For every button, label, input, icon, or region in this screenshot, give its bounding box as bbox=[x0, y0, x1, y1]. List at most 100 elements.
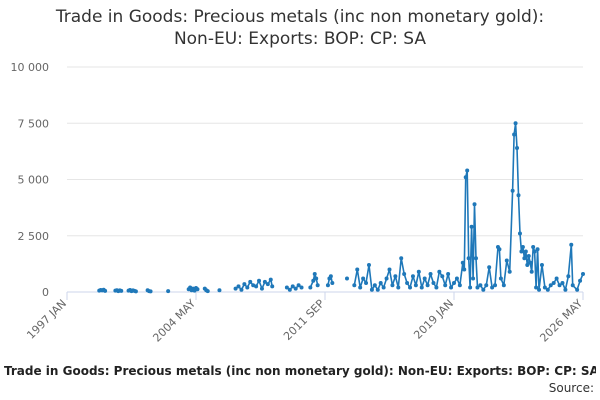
data-point bbox=[402, 272, 407, 276]
data-point bbox=[551, 281, 556, 285]
data-point bbox=[515, 146, 520, 150]
data-point bbox=[358, 285, 363, 290]
data-point bbox=[526, 254, 531, 258]
data-point bbox=[534, 285, 539, 290]
x-tick-label: 2019 JAN bbox=[411, 297, 456, 342]
data-point bbox=[262, 279, 267, 284]
data-point bbox=[542, 285, 547, 290]
y-tick-label: 2 500 bbox=[18, 230, 50, 243]
data-point bbox=[465, 168, 470, 173]
data-point bbox=[248, 279, 253, 284]
data-point bbox=[293, 286, 298, 291]
data-point bbox=[475, 285, 480, 290]
data-point bbox=[378, 281, 383, 285]
data-point bbox=[217, 288, 222, 293]
data-point bbox=[239, 287, 244, 292]
data-point bbox=[328, 274, 333, 279]
data-point bbox=[578, 278, 583, 283]
data-point bbox=[468, 285, 473, 290]
data-point bbox=[284, 285, 289, 290]
data-point bbox=[537, 287, 542, 292]
data-point bbox=[355, 267, 360, 272]
data-point bbox=[446, 272, 451, 276]
data-point bbox=[364, 281, 369, 285]
data-point bbox=[166, 289, 171, 294]
data-point bbox=[520, 245, 525, 249]
data-point bbox=[563, 287, 568, 292]
data-point bbox=[344, 276, 349, 281]
data-point bbox=[557, 283, 562, 288]
data-point bbox=[422, 276, 427, 281]
chart: 0 2 500 5 000 7 500 10 000 1997 JAN 2004 MAY 20… bbox=[11, 61, 586, 345]
data-point bbox=[399, 256, 404, 261]
y-tick-label: 10 000 bbox=[11, 61, 50, 74]
data-point bbox=[270, 284, 275, 289]
data-point bbox=[452, 281, 456, 285]
data-point bbox=[287, 287, 292, 292]
data-point bbox=[103, 288, 108, 293]
data-point bbox=[519, 249, 524, 254]
data-point bbox=[315, 283, 320, 288]
data-point bbox=[501, 283, 506, 288]
data-point bbox=[133, 289, 138, 294]
chart-title: Trade in Goods: Precious metals (inc non… bbox=[55, 7, 545, 49]
data-point bbox=[290, 284, 295, 289]
series-line bbox=[98, 122, 584, 293]
data-point bbox=[560, 281, 565, 285]
data-point bbox=[484, 283, 489, 288]
data-point bbox=[512, 132, 517, 137]
data-point bbox=[457, 283, 462, 288]
data-point bbox=[570, 283, 575, 288]
data-point bbox=[381, 285, 386, 290]
data-point bbox=[372, 283, 377, 288]
data-point bbox=[393, 274, 398, 279]
data-point bbox=[437, 269, 442, 274]
footer-title: Trade in Goods: Precious metals (inc non… bbox=[4, 364, 596, 378]
data-point bbox=[119, 288, 124, 293]
data-point bbox=[396, 285, 401, 290]
data-point bbox=[575, 287, 580, 292]
data-point bbox=[516, 193, 521, 198]
data-point bbox=[205, 289, 210, 294]
data-point bbox=[487, 265, 492, 270]
data-point bbox=[510, 188, 515, 193]
data-point bbox=[545, 287, 550, 292]
data-point bbox=[259, 286, 264, 291]
data-point bbox=[384, 276, 389, 281]
data-point bbox=[425, 283, 430, 288]
data-point bbox=[440, 274, 445, 279]
data-point bbox=[236, 284, 241, 289]
data-point bbox=[532, 249, 537, 254]
data-point bbox=[254, 284, 259, 289]
data-point bbox=[504, 258, 509, 263]
data-point bbox=[473, 256, 478, 261]
data-point bbox=[566, 274, 571, 279]
data-point bbox=[497, 247, 502, 252]
data-point bbox=[330, 281, 335, 285]
data-point bbox=[375, 287, 380, 292]
data-point bbox=[554, 276, 559, 281]
data-point bbox=[366, 263, 371, 267]
x-tick-label: 2011 SEP bbox=[281, 297, 327, 343]
y-tick-label: 5 000 bbox=[18, 174, 50, 187]
data-point bbox=[428, 272, 433, 276]
source-label: Source: bbox=[548, 381, 594, 395]
data-point bbox=[472, 202, 477, 207]
data-point bbox=[523, 249, 528, 254]
data-point bbox=[522, 256, 527, 261]
data-point bbox=[525, 263, 530, 267]
data-point bbox=[463, 175, 468, 180]
data-point bbox=[405, 281, 410, 285]
data-point bbox=[531, 245, 536, 249]
data-point bbox=[265, 282, 270, 287]
data-point bbox=[454, 276, 459, 281]
x-tick-label: 1997 JAN bbox=[24, 297, 69, 342]
data-point bbox=[528, 260, 533, 265]
data-point bbox=[469, 224, 474, 229]
data-point bbox=[408, 285, 413, 290]
data-point bbox=[413, 283, 418, 288]
data-point bbox=[507, 269, 512, 274]
data-point bbox=[569, 242, 574, 247]
data-point bbox=[498, 276, 503, 281]
